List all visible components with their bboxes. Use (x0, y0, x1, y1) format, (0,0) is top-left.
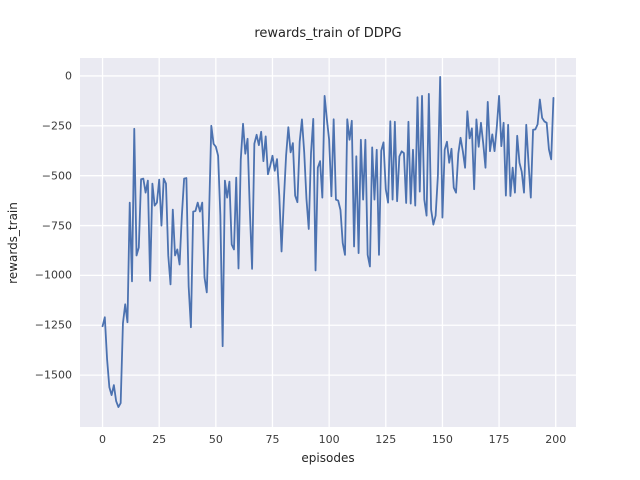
gridlines (80, 58, 576, 427)
line-chart-canvas (80, 58, 576, 427)
x-tick-label: 200 (545, 433, 567, 446)
x-tick-label: 0 (99, 433, 107, 446)
x-tick-label: 50 (208, 433, 223, 446)
x-tick-label: 175 (488, 433, 510, 446)
y-tick-label: −250 (41, 119, 72, 133)
chart-title: rewards_train of DDPG (254, 26, 402, 41)
y-tick-label: −1500 (34, 368, 72, 382)
x-tick-label: 100 (318, 433, 340, 446)
x-tick-label: 125 (375, 433, 397, 446)
y-tick-label: −1000 (34, 268, 72, 282)
y-tick-label: −750 (41, 219, 72, 233)
x-tick-label: 75 (265, 433, 280, 446)
y-tick-label: −500 (41, 169, 72, 183)
plot-area (80, 58, 576, 427)
y-tick-label: −1250 (34, 318, 72, 332)
y-tick-label: 0 (65, 69, 72, 83)
x-tick-label: 25 (152, 433, 167, 446)
y-axis-label: rewards_train (6, 202, 20, 284)
x-axis-label: episodes (301, 451, 355, 465)
rewards-train-line (101, 76, 555, 408)
x-tick-label: 150 (431, 433, 453, 446)
